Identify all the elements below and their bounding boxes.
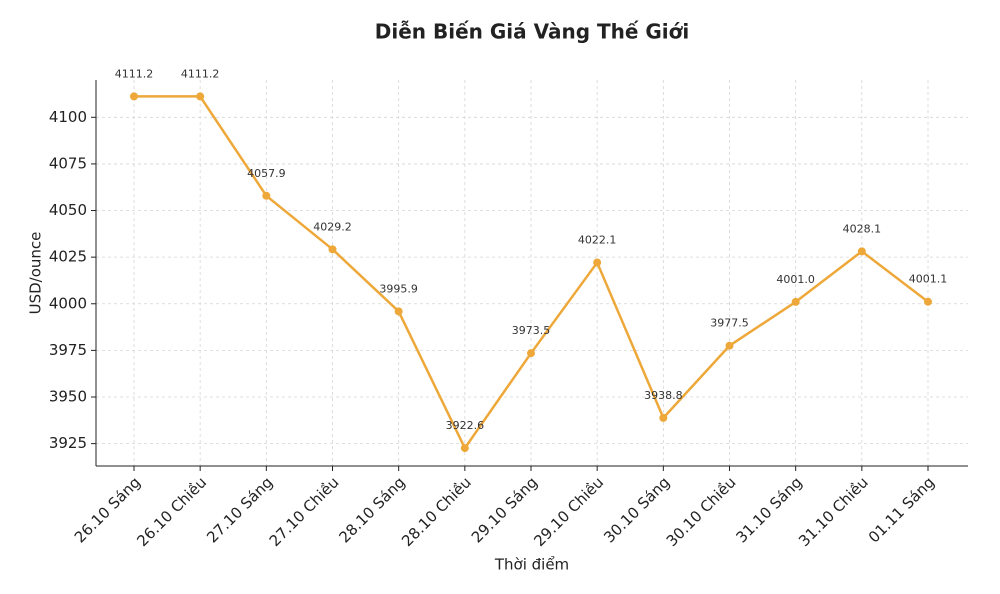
x-axis-label: Thời điểm — [494, 556, 569, 574]
data-label: 3938.8 — [644, 389, 683, 402]
y-tick-label: 4075 — [49, 154, 87, 172]
y-tick-label: 3975 — [49, 341, 87, 359]
y-tick-label: 4000 — [49, 294, 87, 312]
data-label: 4022.1 — [578, 234, 617, 247]
point — [527, 349, 535, 358]
y-tick-label: 4100 — [49, 108, 87, 126]
point — [328, 245, 337, 254]
data-label: 3922.6 — [446, 419, 485, 432]
point — [725, 341, 734, 350]
x-tick-label: 31.10 Sáng — [733, 473, 806, 546]
y-tick-label: 4025 — [49, 248, 87, 266]
point — [460, 444, 469, 453]
data-label: 3973.5 — [512, 324, 551, 337]
point — [130, 92, 138, 101]
data-label: 3977.5 — [710, 317, 749, 330]
y-tick-label: 4050 — [49, 201, 87, 219]
point — [593, 258, 602, 267]
data-label: 4001.0 — [776, 273, 815, 286]
point — [196, 92, 205, 101]
data-label: 4057.9 — [247, 167, 286, 180]
point — [924, 297, 932, 306]
x-tick-label: 01.11 Sáng — [865, 473, 938, 546]
x-tick-label: 30.10 Sáng — [600, 473, 673, 546]
data-label: 4028.1 — [843, 222, 882, 235]
x-tick-label: 29.10 Sáng — [468, 473, 541, 546]
y-axis-label: USD/ounce — [27, 232, 45, 315]
point — [791, 297, 800, 306]
point — [857, 247, 866, 256]
x-tick-label: 28.10 Chiều — [398, 473, 475, 550]
data-label: 4111.2 — [115, 67, 154, 80]
y-tick-label: 3925 — [49, 434, 87, 452]
data-label: 4029.2 — [313, 220, 352, 233]
x-tick-label: 27.10 Sáng — [203, 473, 276, 546]
data-label: 3995.9 — [379, 282, 418, 295]
x-tick-label: 26.10 Sáng — [71, 473, 144, 546]
data-label: 4001.1 — [909, 273, 948, 286]
x-tick-label: 31.10 Chiều — [795, 473, 872, 550]
point — [394, 307, 403, 316]
x-tick-label: 29.10 Chiều — [530, 473, 607, 550]
y-tick-label: 3950 — [49, 388, 87, 406]
chart-title: Diễn Biến Giá Vàng Thế Giới — [375, 20, 690, 44]
data-label: 4111.2 — [181, 67, 220, 80]
x-tick-label: 26.10 Chiều — [133, 473, 210, 550]
x-tick-label: 30.10 Chiều — [663, 473, 740, 550]
x-tick-label: 28.10 Sáng — [336, 473, 409, 546]
x-tick-label: 27.10 Chiều — [266, 473, 343, 550]
point — [262, 191, 271, 200]
point — [659, 413, 668, 422]
